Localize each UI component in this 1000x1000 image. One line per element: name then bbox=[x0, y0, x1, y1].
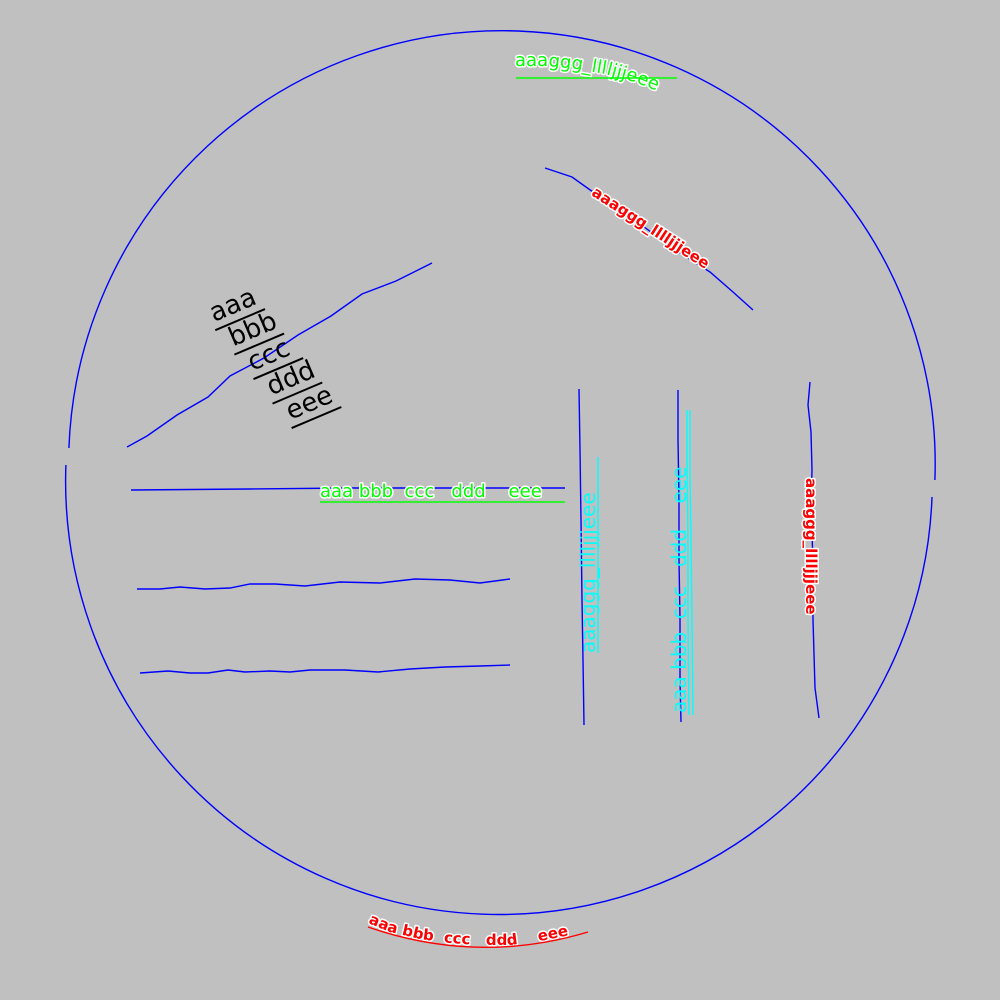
circle-boundary-arc-lower bbox=[64, 464, 933, 915]
vertical-line-3 bbox=[807, 381, 820, 719]
label-vertical-cyan-multi-rule-1 bbox=[686, 410, 690, 716]
stacked-divider-3 bbox=[253, 357, 304, 381]
stacked-divider-1 bbox=[214, 308, 266, 332]
label-horizontal-green: aaa bbb ccc ddd eee bbox=[320, 481, 542, 502]
horizontal-line-1 bbox=[130, 487, 565, 491]
diagonal-line-left bbox=[126, 262, 433, 448]
label-bottom-arc-rule bbox=[367, 926, 589, 948]
vertical-line-2 bbox=[677, 390, 682, 723]
circle-boundary-arc-main bbox=[68, 30, 936, 481]
label-top-arc: aaaggg_lllljjjeee bbox=[515, 50, 662, 95]
horizontal-line-3 bbox=[139, 664, 511, 674]
stacked-divider-5 bbox=[291, 406, 342, 430]
label-stacked-group: aaa bbb ccc ddd eee bbox=[205, 282, 342, 430]
label-bottom-arc: aaa bbb ccc ddd eee bbox=[365, 909, 571, 951]
vertical-line-1 bbox=[578, 388, 585, 726]
label-vertical-cyan-single: aaaggg_lllljjjeee bbox=[576, 492, 600, 653]
horizontal-line-2 bbox=[137, 578, 511, 590]
label-diagonal-red: aaaggg_lllljjjeee bbox=[589, 183, 713, 272]
label-vertical-red: aaaggg_lllljjjeee bbox=[802, 478, 820, 615]
stacked-divider-4 bbox=[272, 381, 323, 405]
diagonal-line-upper-right bbox=[544, 167, 754, 311]
label-vertical-cyan-multi-rule-2 bbox=[689, 410, 694, 716]
stacked-divider-2 bbox=[233, 332, 285, 356]
